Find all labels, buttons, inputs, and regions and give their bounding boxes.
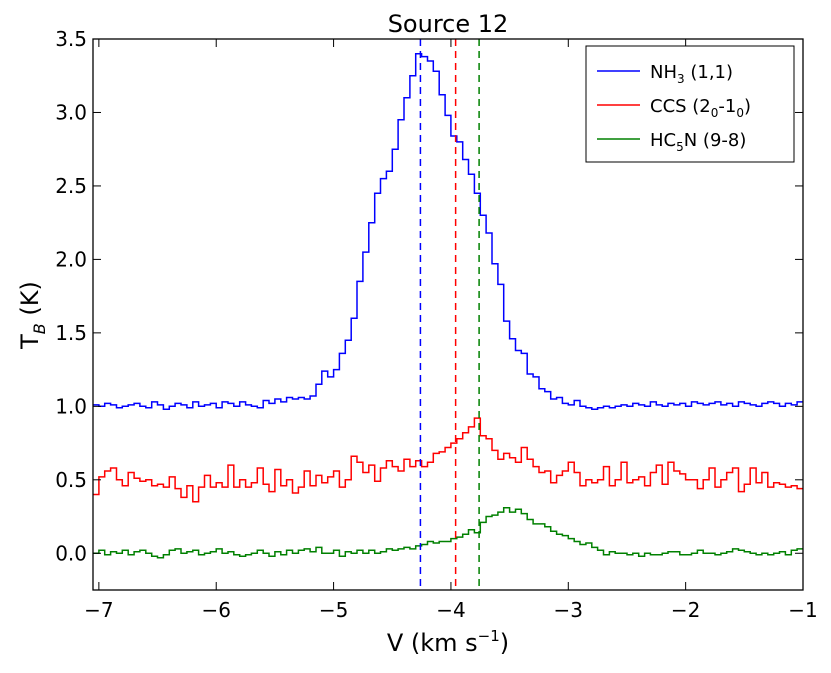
y-tick-label: 1.5 [55, 321, 87, 345]
y-tick-label: 2.5 [55, 174, 87, 198]
y-tick-label: 3.0 [55, 100, 87, 124]
x-tick-label: −5 [319, 598, 348, 622]
series-line-ccs [93, 417, 803, 503]
x-axis-title-close: ) [500, 629, 509, 657]
legend: NH3 (1,1) CCS (20-10) HC5N (9-8) [585, 45, 795, 163]
series-line-hc5n [93, 506, 803, 559]
x-tick-label: −3 [554, 598, 583, 622]
axis-ticks: −7 −6 −5 −4 −3 −2 −1 0.0 0.5 1.0 1.5 2.0 2.5 3.0 3.5 [55, 27, 818, 622]
velocity-markers [419, 39, 480, 590]
series-line-nh3 [93, 52, 803, 411]
y-tick-label: 0.5 [55, 468, 87, 492]
x-tick-label: −7 [84, 598, 113, 622]
x-axis-title: V (km s−1) [387, 627, 509, 657]
y-tick-label: 2.0 [55, 247, 87, 271]
x-tick-label: −2 [671, 598, 700, 622]
y-axis-title: TB (K) [16, 281, 49, 350]
plot-frame [92, 38, 804, 591]
x-axis-title-sup: −1 [478, 627, 500, 645]
legend-label-ccs: CCS (20-10) [650, 96, 751, 120]
x-tick-label: −4 [436, 598, 465, 622]
x-axis-title-main: V (km s [387, 629, 478, 657]
y-axis-title-rest: (K) [16, 281, 44, 323]
y-tick-label: 3.5 [55, 27, 87, 51]
x-tick-label: −6 [201, 598, 230, 622]
legend-label-nh3: NH3 (1,1) [650, 62, 733, 86]
y-axis-title-main: T [16, 334, 44, 350]
chart-title: Source 12 [388, 10, 509, 38]
legend-label-hc5n: HC5N (9-8) [650, 130, 746, 154]
y-axis-title-sub: B [30, 323, 49, 334]
x-tick-label: −1 [788, 598, 817, 622]
y-tick-label: 1.0 [55, 394, 87, 418]
series-layer [93, 52, 803, 559]
y-tick-label: 0.0 [55, 541, 87, 565]
legend-box [585, 45, 795, 163]
